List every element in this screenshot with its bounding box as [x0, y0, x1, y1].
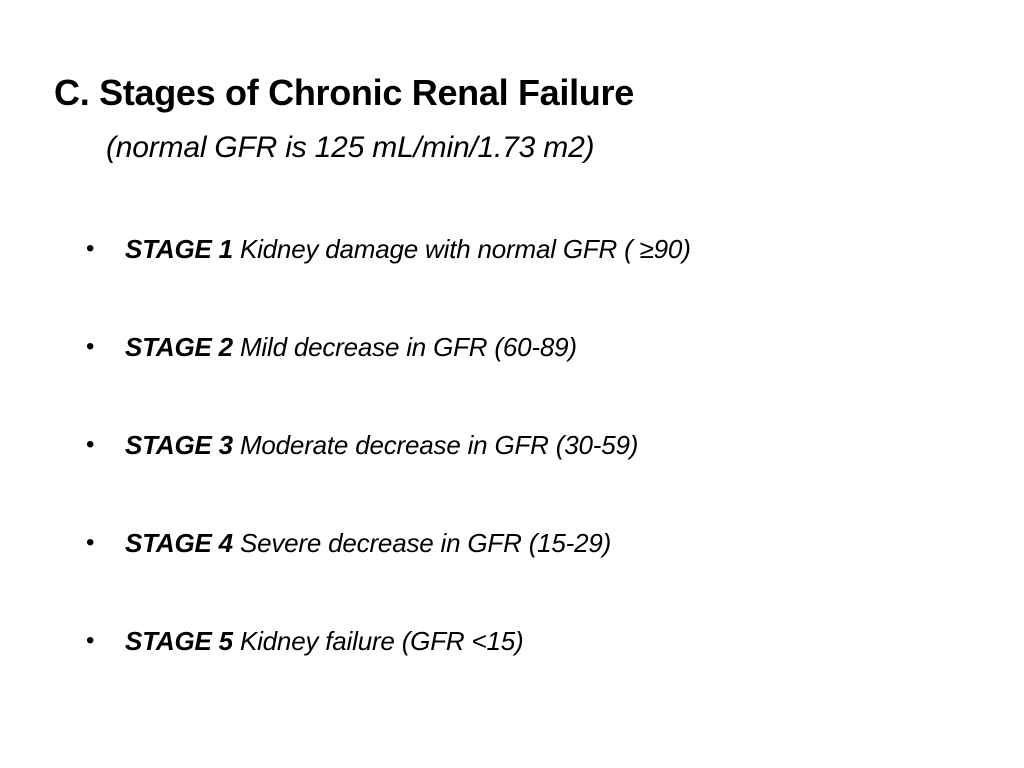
stage-description: Kidney failure (GFR <15)	[239, 626, 524, 656]
stage-description: Moderate decrease in GFR (30-59)	[239, 430, 639, 460]
stage-description: Severe decrease in GFR (15-29)	[239, 528, 612, 558]
stage-label: STAGE 2	[125, 332, 233, 362]
bullet-icon: •	[86, 529, 95, 556]
stage-label: STAGE 5	[125, 626, 233, 656]
bullet-icon: •	[86, 431, 95, 458]
stage-label: STAGE 1	[125, 234, 233, 264]
stage-text: STAGE 1 Kidney damage with normal GFR ( …	[125, 228, 691, 270]
stage-text: STAGE 4 Severe decrease in GFR (15-29)	[125, 522, 611, 564]
stage-text: STAGE 5 Kidney failure (GFR <15)	[125, 620, 524, 662]
bullet-icon: •	[86, 627, 95, 654]
stage-text: STAGE 3 Moderate decrease in GFR (30-59)	[125, 424, 638, 466]
slide-subtitle: (normal GFR is 125 mL/min/1.73 m2)	[106, 131, 595, 164]
stage-text: STAGE 2 Mild decrease in GFR (60-89)	[125, 326, 577, 368]
stage-label: STAGE 4	[125, 528, 233, 558]
stage-description: Mild decrease in GFR (60-89)	[239, 332, 577, 362]
slide-title: C. Stages of Chronic Renal Failure	[54, 72, 634, 113]
stage-description: Kidney damage with normal GFR ( ≥90)	[239, 234, 691, 264]
stage-label: STAGE 3	[125, 430, 233, 460]
bullet-icon: •	[86, 235, 95, 262]
bullet-icon: •	[86, 333, 95, 360]
